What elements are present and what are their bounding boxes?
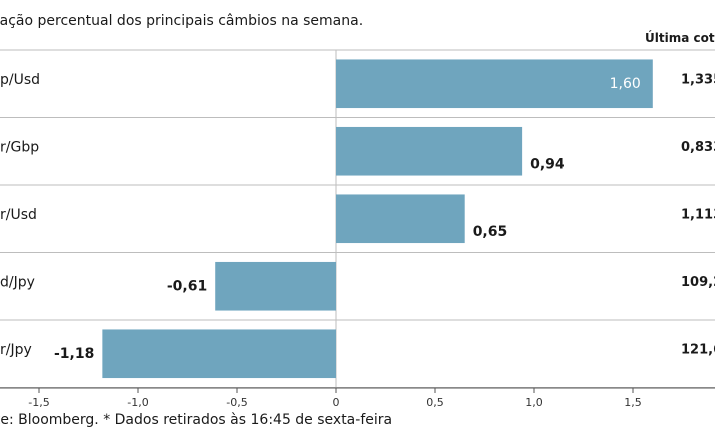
value-label: 0,94 bbox=[530, 156, 565, 172]
value-label: 0,65 bbox=[473, 224, 508, 240]
last-quote: 1,1137 bbox=[681, 207, 715, 222]
bar-4 bbox=[102, 329, 336, 379]
category-label: d/Jpy bbox=[0, 274, 35, 290]
x-tick-label: -1,0 bbox=[127, 396, 148, 409]
bar-chart: p/Usd 1,60 1,335 r/Gbp 0,94 0,83389 r/Usd 0,65 1… bbox=[0, 49, 715, 409]
last-quote: 0,83389 bbox=[681, 140, 715, 155]
x-tick-label: 0 bbox=[333, 396, 340, 409]
category-label: r/Usd bbox=[0, 207, 37, 223]
x-tick-label: -0,5 bbox=[226, 396, 247, 409]
category-label: r/Jpy bbox=[0, 342, 32, 358]
bar-2 bbox=[336, 194, 465, 244]
x-tick-label: -1,5 bbox=[28, 396, 49, 409]
value-label: -1,18 bbox=[54, 346, 94, 362]
bar-3 bbox=[215, 261, 336, 311]
x-tick-label: 1,0 bbox=[525, 396, 543, 409]
chart-subtitle: riação percentual dos principais câmbios… bbox=[0, 13, 364, 29]
category-label: r/Gbp bbox=[0, 139, 39, 155]
last-quote: 109,25 bbox=[681, 275, 715, 290]
bar-0 bbox=[336, 59, 653, 109]
last-quote: 1,335 bbox=[681, 72, 715, 87]
last-quote: 121,62 bbox=[681, 342, 715, 357]
category-label: p/Usd bbox=[0, 72, 40, 88]
value-label: -0,61 bbox=[167, 278, 207, 294]
bar-1 bbox=[336, 126, 523, 176]
value-label: 1,60 bbox=[610, 76, 641, 92]
x-tick-label: 1,5 bbox=[624, 396, 642, 409]
x-tick-label: 0,5 bbox=[426, 396, 444, 409]
source-note: nte: Bloomberg. * Dados retirados às 16:… bbox=[0, 412, 393, 428]
last-quote-header: Última cotaç bbox=[645, 31, 715, 45]
